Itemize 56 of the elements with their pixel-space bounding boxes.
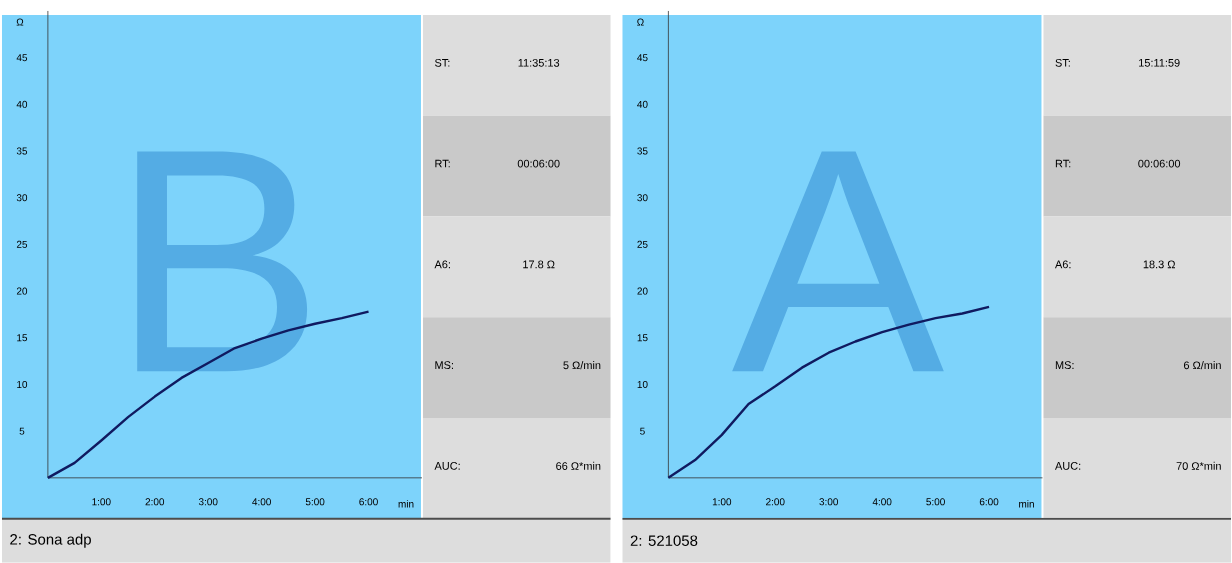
x-tick-label: 4:00	[872, 498, 892, 506]
y-tick-label: 10	[17, 381, 28, 389]
y-tick-label: 5	[19, 427, 25, 435]
x-tick-label: 4:00	[252, 498, 271, 506]
text: ST:	[1055, 59, 1070, 67]
x-tick-label: 1:00	[712, 498, 732, 506]
x-tick-label: 6:00	[359, 498, 378, 506]
y-axis-title: Ω	[16, 18, 24, 26]
x-tick-label: 2:00	[766, 498, 785, 506]
x-axis-title: min	[398, 500, 414, 508]
text: A6:	[434, 260, 450, 269]
y-tick-label: 5	[640, 427, 645, 435]
text: 18.3 Ω	[1143, 260, 1176, 269]
text: AUC:	[1054, 462, 1081, 470]
text: 00:06:00	[517, 159, 560, 168]
y-tick-label: 30	[637, 194, 648, 202]
x-tick-label: 3:00	[198, 498, 218, 506]
y-axis-title: Ω	[637, 18, 644, 26]
x-tick-label: 3:00	[819, 498, 839, 506]
text: 2: Sona adp	[10, 533, 91, 548]
y-tick-label: 35	[637, 147, 648, 155]
y-tick-label: 15	[637, 334, 648, 342]
y-tick-label: 20	[637, 287, 648, 295]
x-tick-label: 5:00	[305, 498, 325, 506]
y-tick-label: 15	[17, 334, 28, 342]
y-tick-label: 45	[637, 54, 648, 62]
text: 6 Ω/min	[1183, 361, 1221, 370]
text: AUC:	[434, 462, 460, 470]
text: 11:35:13	[518, 59, 560, 67]
y-tick-label: 25	[16, 241, 28, 249]
text: 2: 521058	[630, 535, 698, 547]
text: 5 Ω/min	[563, 361, 601, 370]
text: MS:	[1055, 361, 1074, 370]
text: A6:	[1054, 260, 1071, 269]
text: 00:06:00	[1138, 159, 1181, 168]
text: 70 Ω*min	[1176, 462, 1221, 471]
x-tick-label: 6:00	[979, 498, 999, 506]
text: 66 Ω*min	[556, 462, 601, 471]
text: MS:	[435, 361, 453, 370]
text: 15:11:59	[1139, 59, 1180, 67]
y-tick-label: 35	[16, 147, 28, 155]
x-axis-title: min	[1019, 500, 1034, 508]
x-tick-label: 5:00	[926, 498, 945, 506]
y-tick-label: 45	[16, 54, 28, 62]
x-tick-label: 1:00	[92, 498, 111, 506]
y-tick-label: 25	[637, 241, 648, 249]
y-tick-label: 30	[16, 194, 28, 202]
x-tick-label: 2:00	[145, 498, 165, 506]
text: 17.8 Ω	[523, 260, 555, 269]
text: RT:	[435, 160, 450, 168]
text: ST:	[434, 59, 450, 67]
y-tick-label: 40	[16, 101, 28, 109]
text: RT:	[1055, 160, 1071, 168]
y-tick-label: 40	[637, 101, 648, 109]
y-tick-label: 10	[637, 381, 648, 389]
y-tick-label: 20	[16, 287, 28, 295]
